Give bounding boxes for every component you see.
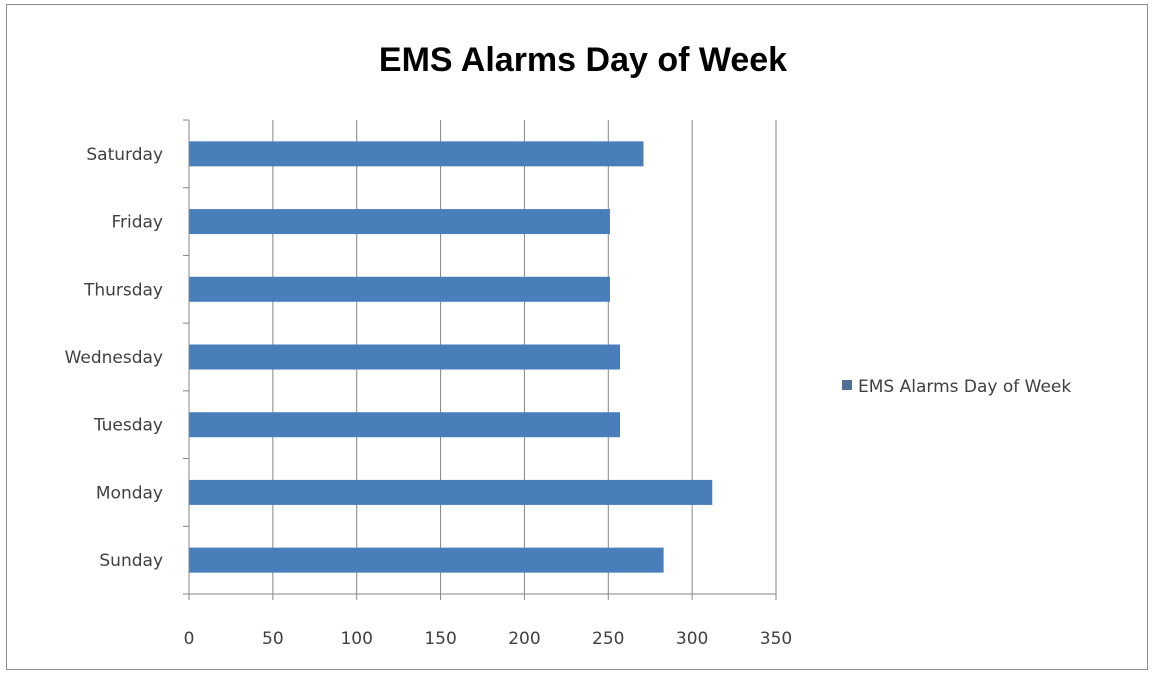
category-label: Thursday <box>83 280 163 300</box>
x-tick-label: 50 <box>262 629 284 649</box>
bar-tuesday <box>189 412 621 438</box>
category-label: Saturday <box>86 145 163 165</box>
bar-sunday <box>189 547 664 573</box>
category-label: Monday <box>96 483 163 503</box>
bar-friday <box>189 209 610 235</box>
bar-monday <box>189 479 713 505</box>
x-tick-label: 150 <box>424 629 456 649</box>
legend: EMS Alarms Day of Week <box>842 377 1071 397</box>
bar-wednesday <box>189 344 621 370</box>
x-tick-label: 350 <box>760 629 792 649</box>
chart-title: EMS Alarms Day of Week <box>379 41 787 79</box>
tick-labels: 0 50 100 150 200 250 300 350 <box>184 629 793 649</box>
x-tick-label: 300 <box>676 629 708 649</box>
x-tick-label: 250 <box>592 629 624 649</box>
category-label: Wednesday <box>65 348 163 368</box>
category-label: Sunday <box>99 551 163 571</box>
bars <box>189 141 713 573</box>
legend-label: EMS Alarms Day of Week <box>858 377 1071 397</box>
x-tick-label: 0 <box>184 629 195 649</box>
category-label: Tuesday <box>93 416 163 436</box>
category-label: Friday <box>111 213 163 233</box>
bar-saturday <box>189 141 644 167</box>
axes <box>183 119 777 600</box>
x-tick-label: 200 <box>508 629 540 649</box>
legend-swatch <box>842 380 852 390</box>
bar-thursday <box>189 276 610 302</box>
category-labels: Sunday Monday Tuesday Wednesday Thursday Frid… <box>65 145 163 571</box>
x-tick-label: 100 <box>340 629 372 649</box>
